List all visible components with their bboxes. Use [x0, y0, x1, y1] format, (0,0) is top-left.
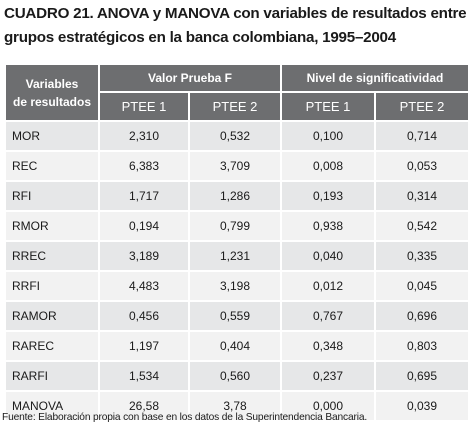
header-sig-ptee1: PTEE 1 [280, 91, 376, 122]
cell-f-ptee1: 2,310 [98, 120, 190, 152]
source-note: Fuente: Elaboración propia con base en l… [2, 412, 368, 423]
table-caption: CUADRO 21. ANOVA y MANOVA con variables … [4, 2, 470, 50]
cell-sig-ptee1: 0,100 [280, 120, 376, 152]
cell-f-ptee1: 0,194 [98, 210, 190, 242]
cell-sig-ptee1: 0,767 [280, 300, 376, 332]
header-sig-ptee2: PTEE 2 [374, 91, 470, 122]
anova-manova-table: Variables de resultados Valor Prueba F N… [4, 63, 470, 422]
header-f-ptee1: PTEE 1 [98, 91, 190, 122]
cell-sig-ptee2: 0,803 [374, 330, 470, 362]
table-row: RAMOR 0,456 0,559 0,767 0,696 [4, 300, 470, 332]
cell-sig-ptee1: 0,000 [280, 390, 376, 422]
header-valor-prueba-f: Valor Prueba F [98, 63, 282, 93]
header-f-ptee2: PTEE 2 [188, 91, 282, 122]
cell-f-ptee1: 3,189 [98, 240, 190, 272]
cell-sig-ptee2: 0,696 [374, 300, 470, 332]
row-variable: REC [4, 150, 100, 182]
cell-f-ptee2: 3,709 [188, 150, 282, 182]
header-variables-line-2: de resultados [12, 94, 92, 109]
cell-f-ptee2: 0,560 [188, 360, 282, 392]
cell-sig-ptee2: 0,542 [374, 210, 470, 242]
row-variable: RRFI [4, 270, 100, 302]
table-row: RMOR 0,194 0,799 0,938 0,542 [4, 210, 470, 242]
cell-f-ptee2: 0,559 [188, 300, 282, 332]
table-row: MANOVA 26,58 3,78 0,000 0,039 [4, 390, 470, 422]
row-variable: RAREC [4, 330, 100, 362]
cell-sig-ptee2: 0,335 [374, 240, 470, 272]
cell-f-ptee2: 3,198 [188, 270, 282, 302]
row-variable: RFI [4, 180, 100, 212]
cell-f-ptee1: 1,197 [98, 330, 190, 362]
cell-f-ptee2: 0,532 [188, 120, 282, 152]
table-row: REC 6,383 3,709 0,008 0,053 [4, 150, 470, 182]
cell-sig-ptee2: 0,039 [374, 390, 470, 422]
table-row: RARFI 1,534 0,560 0,237 0,695 [4, 360, 470, 392]
row-variable: RAMOR [4, 300, 100, 332]
cell-sig-ptee1: 0,237 [280, 360, 376, 392]
header-variables: Variables de resultados [4, 63, 100, 122]
row-variable: RREC [4, 240, 100, 272]
table-row: MOR 2,310 0,532 0,100 0,714 [4, 120, 470, 152]
cell-f-ptee1: 1,717 [98, 180, 190, 212]
cell-f-ptee2: 1,231 [188, 240, 282, 272]
caption-line-1: CUADRO 21. ANOVA y MANOVA con variables … [4, 5, 467, 22]
cell-f-ptee2: 1,286 [188, 180, 282, 212]
table-row: RAREC 1,197 0,404 0,348 0,803 [4, 330, 470, 362]
table-row: RREC 3,189 1,231 0,040 0,335 [4, 240, 470, 272]
cell-f-ptee2: 0,404 [188, 330, 282, 362]
row-variable: RARFI [4, 360, 100, 392]
cell-sig-ptee2: 0,314 [374, 180, 470, 212]
cell-f-ptee1: 26,58 [98, 390, 190, 422]
cell-f-ptee2: 0,799 [188, 210, 282, 242]
cell-f-ptee1: 6,383 [98, 150, 190, 182]
cell-sig-ptee1: 0,348 [280, 330, 376, 362]
table-row: RRFI 4,483 3,198 0,012 0,045 [4, 270, 470, 302]
cell-f-ptee2: 3,78 [188, 390, 282, 422]
cell-sig-ptee2: 0,695 [374, 360, 470, 392]
row-variable: MOR [4, 120, 100, 152]
cell-sig-ptee2: 0,053 [374, 150, 470, 182]
cell-f-ptee1: 1,534 [98, 360, 190, 392]
cell-f-ptee1: 0,456 [98, 300, 190, 332]
cell-sig-ptee1: 0,040 [280, 240, 376, 272]
row-variable: RMOR [4, 210, 100, 242]
caption-line-2: grupos estratégicos en la banca colombia… [4, 29, 396, 46]
cell-sig-ptee1: 0,012 [280, 270, 376, 302]
cell-sig-ptee1: 0,008 [280, 150, 376, 182]
cell-sig-ptee1: 0,938 [280, 210, 376, 242]
cell-f-ptee1: 4,483 [98, 270, 190, 302]
header-variables-line-1: Variables [25, 76, 79, 91]
cell-sig-ptee2: 0,045 [374, 270, 470, 302]
cell-sig-ptee1: 0,193 [280, 180, 376, 212]
table-row: RFI 1,717 1,286 0,193 0,314 [4, 180, 470, 212]
row-variable: MANOVA [4, 390, 100, 422]
cell-sig-ptee2: 0,714 [374, 120, 470, 152]
header-nivel-significatividad: Nivel de significatividad [280, 63, 470, 93]
